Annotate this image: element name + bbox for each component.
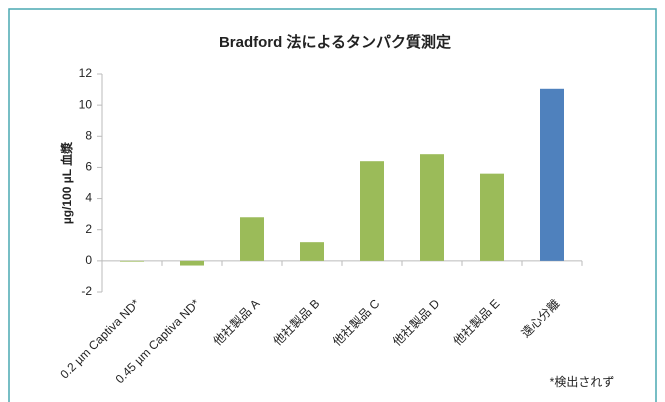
frame bbox=[8, 8, 657, 402]
bar bbox=[420, 154, 444, 261]
y-tick-label: 0 bbox=[85, 253, 92, 267]
bar bbox=[180, 260, 204, 266]
y-tick-label: 12 bbox=[79, 66, 93, 80]
bar bbox=[120, 260, 144, 262]
y-tick-label: 8 bbox=[85, 128, 92, 142]
y-tick-label: 6 bbox=[85, 160, 92, 174]
bar bbox=[480, 173, 504, 261]
x-tick-label: 他社製品 A bbox=[210, 296, 263, 349]
footnote: *検出されず bbox=[550, 375, 615, 389]
bar bbox=[240, 217, 264, 261]
x-tick-label: 遠心分離 bbox=[519, 296, 563, 340]
x-tick-label: 他社製品 E bbox=[450, 296, 503, 349]
y-axis-label: µg/100 µL 血漿 bbox=[59, 142, 74, 224]
x-tick-label: 他社製品 B bbox=[270, 296, 323, 349]
bar bbox=[300, 242, 324, 261]
chart-title: Bradford 法によるタンパク質測定 bbox=[219, 33, 451, 51]
bar bbox=[360, 161, 384, 261]
y-tick-label: 4 bbox=[85, 191, 92, 205]
y-tick-label: 10 bbox=[79, 97, 93, 111]
x-tick-label: 他社製品 C bbox=[329, 296, 382, 349]
y-tick-label: -2 bbox=[81, 284, 92, 298]
bar bbox=[540, 88, 564, 261]
y-tick-label: 2 bbox=[85, 222, 92, 236]
x-tick-label: 他社製品 D bbox=[389, 296, 442, 349]
